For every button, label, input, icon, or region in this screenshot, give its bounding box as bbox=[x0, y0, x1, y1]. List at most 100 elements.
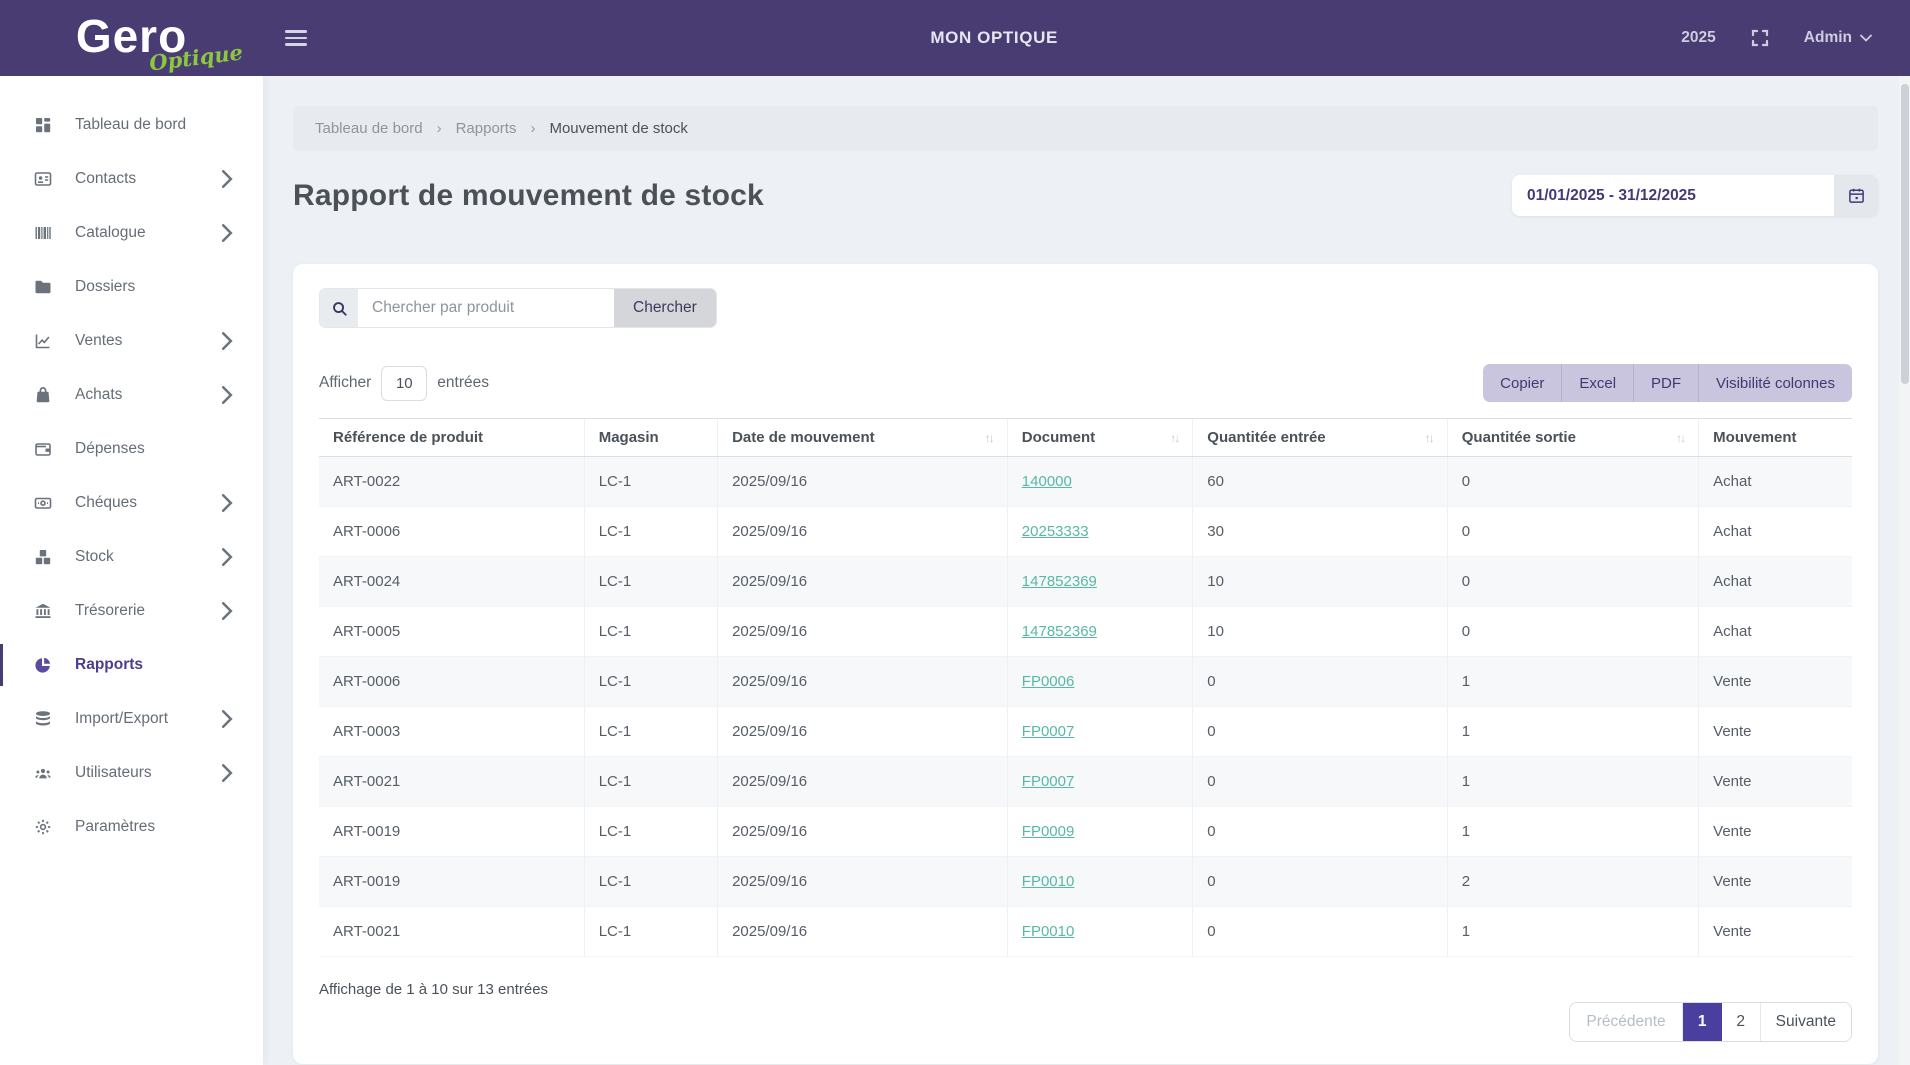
cell-qty-in: 0 bbox=[1193, 707, 1447, 757]
table-row: ART-0019LC-12025/09/16FP001002Vente bbox=[319, 857, 1852, 907]
pagination-page-2[interactable]: 2 bbox=[1722, 1003, 1761, 1041]
cell-reference: ART-0021 bbox=[319, 757, 584, 807]
cell-reference: ART-0021 bbox=[319, 907, 584, 957]
main-content: Tableau de bord › Rapports › Mouvement d… bbox=[263, 76, 1910, 1065]
col-mouvement[interactable]: Mouvement bbox=[1699, 419, 1852, 457]
cell-date: 2025/09/16 bbox=[718, 457, 1008, 507]
show-label: Afficher bbox=[319, 374, 371, 392]
document-link[interactable]: FP0010 bbox=[1022, 873, 1075, 890]
search-button[interactable]: Chercher bbox=[614, 289, 716, 327]
chevron-right-icon bbox=[217, 493, 237, 513]
cell-qty-out: 2 bbox=[1447, 857, 1698, 907]
sidebar-item-label: Trésorerie bbox=[75, 602, 145, 620]
document-link[interactable]: 147852369 bbox=[1022, 623, 1097, 640]
cell-reference: ART-0006 bbox=[319, 507, 584, 557]
breadcrumb-tableau-de-bord[interactable]: Tableau de bord bbox=[315, 120, 423, 137]
table-row: ART-0021LC-12025/09/16FP001001Vente bbox=[319, 907, 1852, 957]
column-visibility-button[interactable]: Visibilité colonnes bbox=[1699, 364, 1852, 402]
date-range-input[interactable] bbox=[1512, 175, 1834, 216]
sidebar-item-utilisateurs[interactable]: Utilisateurs bbox=[0, 746, 263, 800]
sidebar-item-label: Tableau de bord bbox=[75, 116, 186, 134]
table-row: ART-0006LC-12025/09/1620253333300Achat bbox=[319, 507, 1852, 557]
col-date[interactable]: ↑↓Date de mouvement bbox=[718, 419, 1008, 457]
document-link[interactable]: 20253333 bbox=[1022, 523, 1089, 540]
fullscreen-icon[interactable] bbox=[1750, 28, 1770, 48]
sidebar-item-contacts[interactable]: Contacts bbox=[0, 152, 263, 206]
pagination-page-1[interactable]: 1 bbox=[1683, 1003, 1722, 1041]
document-link[interactable]: 147852369 bbox=[1022, 573, 1097, 590]
cell-mouvement: Achat bbox=[1699, 507, 1852, 557]
document-link[interactable]: FP0010 bbox=[1022, 923, 1075, 940]
col-qty-out[interactable]: ↑↓Quantitée sortie bbox=[1447, 419, 1698, 457]
sidebar-item-label: Stock bbox=[75, 548, 114, 566]
cell-mouvement: Vente bbox=[1699, 857, 1852, 907]
sidebar-item-achats[interactable]: Achats bbox=[0, 368, 263, 422]
sidebar-item-cheques[interactable]: Chéques bbox=[0, 476, 263, 530]
cell-date: 2025/09/16 bbox=[718, 757, 1008, 807]
copy-button[interactable]: Copier bbox=[1483, 364, 1562, 402]
year-selector[interactable]: 2025 bbox=[1681, 29, 1715, 47]
sidebar-item-ventes[interactable]: Ventes bbox=[0, 314, 263, 368]
search-group: Chercher bbox=[319, 288, 717, 328]
cell-magasin: LC-1 bbox=[584, 907, 717, 957]
page-length-control: Afficher entrées bbox=[319, 366, 489, 401]
sidebar-item-depenses[interactable]: Dépenses bbox=[0, 422, 263, 476]
sidebar-item-catalogue[interactable]: Catalogue bbox=[0, 206, 263, 260]
cell-magasin: LC-1 bbox=[584, 857, 717, 907]
cell-date: 2025/09/16 bbox=[718, 557, 1008, 607]
cell-qty-out: 0 bbox=[1447, 457, 1698, 507]
document-link[interactable]: FP0007 bbox=[1022, 723, 1075, 740]
pagination-previous[interactable]: Précédente bbox=[1570, 1003, 1682, 1041]
pagination-next[interactable]: Suivante bbox=[1761, 1003, 1851, 1041]
cell-reference: ART-0006 bbox=[319, 657, 584, 707]
cell-reference: ART-0024 bbox=[319, 557, 584, 607]
page-scrollbar[interactable] bbox=[1899, 76, 1910, 1065]
cell-mouvement: Achat bbox=[1699, 607, 1852, 657]
pdf-button[interactable]: PDF bbox=[1634, 364, 1699, 402]
col-reference[interactable]: Référence de produit bbox=[319, 419, 584, 457]
pie-chart-icon bbox=[33, 655, 53, 675]
col-document[interactable]: ↑↓Document bbox=[1007, 419, 1192, 457]
col-magasin[interactable]: Magasin bbox=[584, 419, 717, 457]
sidebar-item-parametres[interactable]: Paramètres bbox=[0, 800, 263, 854]
cell-qty-out: 0 bbox=[1447, 607, 1698, 657]
shopping-bag-icon bbox=[33, 385, 53, 405]
user-menu[interactable]: Admin bbox=[1804, 29, 1872, 47]
scrollbar-thumb[interactable] bbox=[1901, 84, 1909, 384]
sidebar-item-tableau-de-bord[interactable]: Tableau de bord bbox=[0, 98, 263, 152]
cell-qty-out: 1 bbox=[1447, 707, 1698, 757]
cell-document: 140000 bbox=[1007, 457, 1192, 507]
sidebar-item-rapports[interactable]: Rapports bbox=[0, 638, 263, 692]
col-qty-in[interactable]: ↑↓Quantitée entrée bbox=[1193, 419, 1447, 457]
chevron-down-icon bbox=[1860, 34, 1872, 42]
entries-count-input[interactable] bbox=[381, 366, 427, 401]
breadcrumb-rapports[interactable]: Rapports bbox=[456, 120, 517, 137]
cheque-icon bbox=[33, 493, 53, 513]
chevron-right-icon bbox=[217, 547, 237, 567]
search-input[interactable] bbox=[358, 289, 614, 327]
sidebar-item-dossiers[interactable]: Dossiers bbox=[0, 260, 263, 314]
page-title: Rapport de mouvement de stock bbox=[293, 179, 764, 213]
document-link[interactable]: FP0006 bbox=[1022, 673, 1075, 690]
cell-document: 147852369 bbox=[1007, 557, 1192, 607]
sidebar-item-stock[interactable]: Stock bbox=[0, 530, 263, 584]
cell-document: 147852369 bbox=[1007, 607, 1192, 657]
sidebar-item-import-export[interactable]: Import/Export bbox=[0, 692, 263, 746]
sidebar-item-label: Ventes bbox=[75, 332, 122, 350]
sidebar-item-tresorerie[interactable]: Trésorerie bbox=[0, 584, 263, 638]
document-link[interactable]: 140000 bbox=[1022, 473, 1072, 490]
excel-button[interactable]: Excel bbox=[1562, 364, 1634, 402]
cell-qty-out: 1 bbox=[1447, 657, 1698, 707]
sort-icon: ↑↓ bbox=[985, 431, 993, 445]
table-info: Affichage de 1 à 10 sur 13 entrées bbox=[319, 981, 1852, 998]
document-link[interactable]: FP0007 bbox=[1022, 773, 1075, 790]
topbar-controls: 2025 Admin bbox=[1681, 28, 1910, 48]
sidebar-item-label: Chéques bbox=[75, 494, 137, 512]
calendar-icon[interactable] bbox=[1834, 175, 1878, 216]
chevron-right-icon bbox=[217, 709, 237, 729]
cell-magasin: LC-1 bbox=[584, 557, 717, 607]
brand-logo[interactable]: Gero Optique bbox=[0, 0, 263, 76]
hamburger-menu-icon[interactable] bbox=[285, 30, 307, 46]
document-link[interactable]: FP0009 bbox=[1022, 823, 1075, 840]
cell-qty-out: 0 bbox=[1447, 557, 1698, 607]
